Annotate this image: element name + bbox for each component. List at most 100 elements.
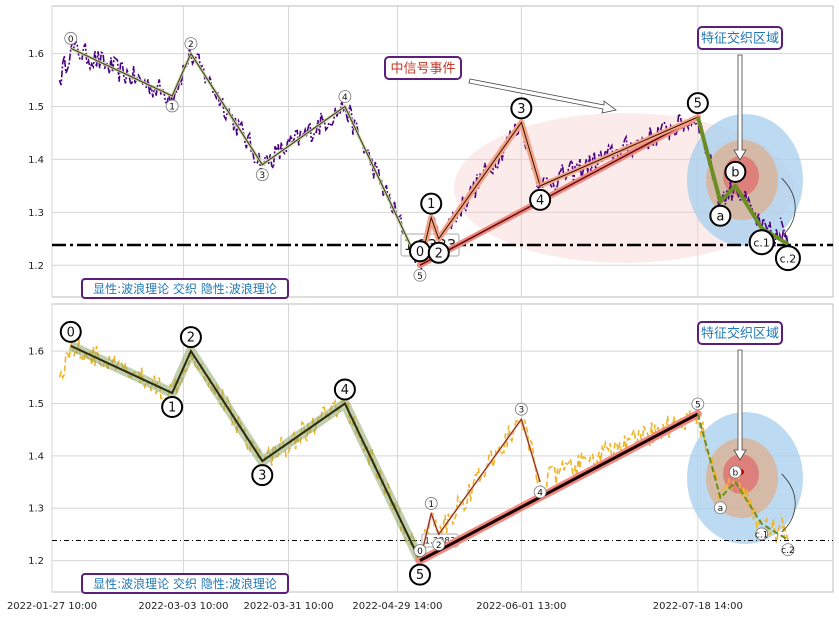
wave-label-circle: [691, 397, 705, 411]
wave-label: 0: [416, 245, 424, 260]
wave-label-circle: [427, 241, 450, 264]
wave-label: 3: [518, 406, 524, 416]
wave-label-circle: [424, 497, 438, 510]
wave-label: a: [716, 209, 724, 224]
wave-label: 1: [427, 197, 435, 212]
wave-label-circle: [432, 538, 446, 551]
wave-label: 1: [168, 401, 176, 416]
wave-label-circle: [255, 168, 269, 182]
wave-label-circle: [686, 92, 709, 115]
wave-label-circle: [724, 160, 747, 183]
wave-label: 4: [537, 489, 543, 499]
wave-label-circle: [514, 402, 528, 416]
wave-label: b: [731, 165, 739, 180]
wave-label-circle: [781, 543, 795, 557]
wave-label-circle: [713, 501, 727, 515]
secondary-wave-tail: [539, 116, 699, 187]
top-panel: 1.61.51.41.31.21.2383012345012345abc.1c.…: [28, 5, 834, 299]
annotation-text: 特征交织区域: [701, 31, 779, 47]
y-tick-label: 1.4: [28, 155, 44, 166]
wave-label-circle: [408, 563, 431, 586]
wave-label-circle: [533, 485, 547, 499]
trend-line: [419, 412, 699, 562]
wave-label-circle: [59, 320, 82, 343]
y-tick-label: 1.5: [28, 102, 44, 113]
wave-label: 0: [68, 35, 74, 45]
legend-text: 显性:波浪理论 交织 隐性:波浪理论: [93, 576, 277, 591]
annotation-text: 中信号事件: [390, 62, 455, 77]
wave-label: c.2: [781, 546, 795, 556]
legend-box: [81, 278, 289, 299]
x-tick-label: 2022-07-18 14:00: [653, 601, 743, 612]
wave-label-circle: [64, 31, 78, 45]
wave-label-circle: [529, 188, 552, 211]
wave-label: 3: [258, 469, 266, 484]
wave-label: 2: [435, 246, 443, 261]
wave-label: 2: [436, 541, 442, 551]
wave-label-circle: [755, 527, 769, 541]
y-tick-label: 1.2: [28, 556, 44, 567]
primary-wave-outer: [70, 344, 421, 562]
wave-label: b: [733, 469, 739, 479]
annotation-arrow: [733, 349, 747, 461]
wave-label: 3: [517, 102, 525, 117]
y-tick-label: 1.3: [28, 504, 44, 515]
annotation-text: 特征交织区域: [701, 326, 779, 342]
y-tick-label: 1.2: [28, 261, 44, 272]
wave-label-circle: [161, 396, 184, 419]
wave-label: c.1: [753, 237, 770, 250]
wave-label-circle: [251, 464, 274, 487]
annotation-box: [697, 321, 783, 345]
x-tick-label: 2022-06-01 13:00: [476, 601, 566, 612]
legend-text: 显性:波浪理论 交织 隐性:波浪理论: [93, 281, 277, 296]
wave-label-circle: [774, 245, 801, 272]
wave-label: 4: [341, 383, 349, 398]
annotation-arrow: [733, 54, 747, 161]
wave-label: 3: [259, 171, 265, 181]
wave-label-circle: [420, 192, 443, 215]
secondary-wave-line: [419, 121, 541, 266]
wave-label: 1: [428, 500, 434, 510]
primary-wave-line: [70, 47, 421, 266]
wave-label-circle: [165, 99, 179, 113]
wave-label-circle: [333, 378, 356, 401]
correction-wave-line: [696, 413, 789, 541]
x-axis: 2022-01-27 10:00 2022-03-03 10:00 2022-03-…: [7, 601, 743, 612]
x-tick-label: 2022-03-31 10:00: [243, 601, 333, 612]
wave-label-circle: [184, 37, 198, 51]
wave-label-circle: [728, 465, 742, 479]
secondary-wave-line: [419, 418, 541, 561]
wave-label-circle: [338, 90, 352, 103]
wave-label: 5: [695, 400, 701, 410]
wave-label: 5: [416, 568, 424, 583]
wave-label: 4: [342, 93, 348, 103]
wave-label: a: [718, 504, 724, 514]
x-tick-label: 2022-04-29 14:00: [352, 601, 442, 612]
wave-label-circle: [413, 268, 427, 282]
annotation-arrow: [468, 78, 617, 114]
x-tick-label: 2022-01-27 10:00: [7, 601, 97, 612]
wave-label-circle: [510, 97, 533, 120]
wave-label: 2: [188, 40, 194, 50]
legend-box: [81, 573, 289, 594]
wave-label-circle: [413, 544, 427, 557]
wave-label: 2: [187, 331, 195, 346]
trend-line: [419, 116, 699, 266]
wave-label-circle: [748, 229, 775, 256]
wave-label: c.1: [755, 530, 769, 540]
wave-label: c.2: [780, 253, 797, 266]
wave-label-circle: [179, 326, 202, 349]
wave-label: 0: [417, 547, 423, 557]
y-tick-label: 1.3: [28, 208, 44, 219]
wave-label: 0: [67, 325, 75, 340]
x-tick-label: 2022-03-03 10:00: [138, 601, 228, 612]
bottom-panel: 1.61.51.41.31.21.2383012345012345abc.1c.…: [28, 303, 834, 594]
wave-label: 5: [694, 97, 702, 112]
wave-label: 4: [536, 193, 544, 208]
wave-label-circle: [709, 204, 732, 227]
y-tick-label: 1.6: [28, 49, 44, 60]
wave-label: 1: [169, 102, 175, 112]
correction-arc: [781, 177, 796, 237]
correction-arc: [781, 473, 796, 533]
